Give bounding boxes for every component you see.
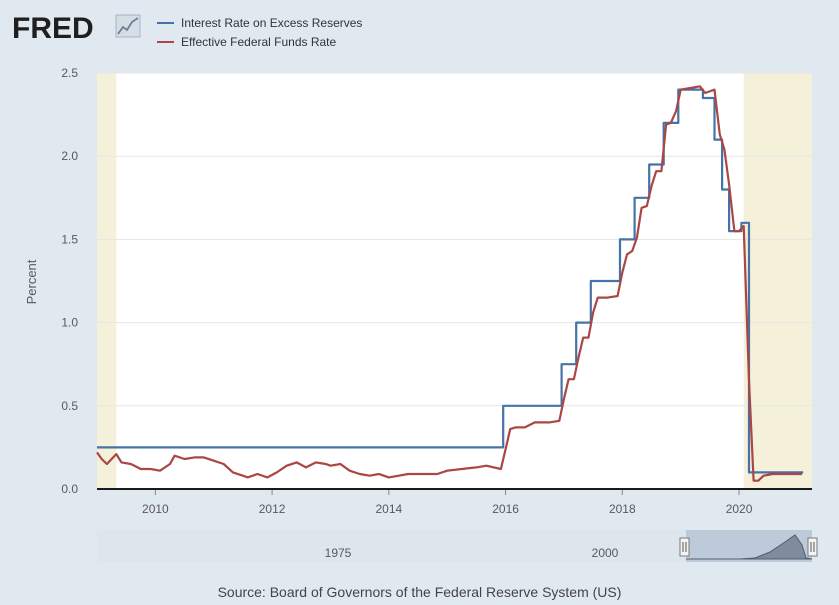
fred-logo[interactable]: FRED (12, 12, 141, 45)
x-tick-label: 2010 (142, 502, 169, 516)
y-tick-label: 1.0 (61, 316, 78, 330)
legend-item-ioer[interactable]: Interest Rate on Excess Reserves (157, 16, 362, 30)
recession-band-1 (743, 73, 812, 489)
recession-band-0 (97, 73, 117, 489)
legend-label-ioer: Interest Rate on Excess Reserves (181, 16, 362, 30)
y-tick-label: 0.0 (61, 482, 78, 496)
x-tick-label: 2020 (726, 502, 753, 516)
fred-logo-chart-icon (115, 14, 141, 38)
x-tick-label: 2018 (609, 502, 636, 516)
legend-item-effr[interactable]: Effective Federal Funds Rate (157, 35, 337, 49)
legend: Interest Rate on Excess Reserves Effecti… (157, 16, 362, 49)
series-line-effr[interactable] (96, 85, 803, 482)
legend-label-effr: Effective Federal Funds Rate (181, 35, 337, 49)
plot-background (97, 73, 812, 489)
navigator-left-handle[interactable] (679, 537, 690, 557)
navigator-series-preview (686, 534, 813, 560)
y-axis-title: Percent (24, 259, 39, 304)
gridlines (97, 72, 812, 407)
x-axis-ticks: 2010 2012 2014 2016 2018 2020 (142, 489, 753, 516)
x-tick-label: 2012 (259, 502, 286, 516)
y-tick-label: 2.0 (61, 149, 78, 163)
series-lines (96, 85, 804, 482)
navigator-right-handle[interactable] (807, 537, 818, 557)
source-note: Source: Board of Governors of the Federa… (217, 584, 622, 600)
y-tick-label: 2.5 (61, 66, 78, 80)
x-tick-label: 2016 (492, 502, 519, 516)
navigator[interactable]: 1975 2000 (97, 530, 818, 562)
fred-logo-text: FRED (12, 12, 94, 45)
recession-shading (97, 73, 812, 489)
navigator-label-2000: 2000 (592, 546, 619, 560)
x-tick-label: 2014 (375, 502, 402, 516)
y-axis-ticks: 0.0 0.5 1.0 1.5 2.0 2.5 (61, 66, 78, 496)
navigator-label-1975: 1975 (325, 546, 352, 560)
y-tick-label: 1.5 (61, 232, 78, 246)
y-tick-label: 0.5 (61, 399, 78, 413)
